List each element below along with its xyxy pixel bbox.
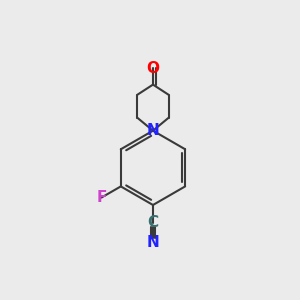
Text: C: C bbox=[147, 215, 158, 230]
Text: O: O bbox=[146, 61, 160, 76]
Text: N: N bbox=[147, 123, 159, 138]
Text: F: F bbox=[96, 190, 107, 205]
Text: N: N bbox=[147, 235, 159, 250]
